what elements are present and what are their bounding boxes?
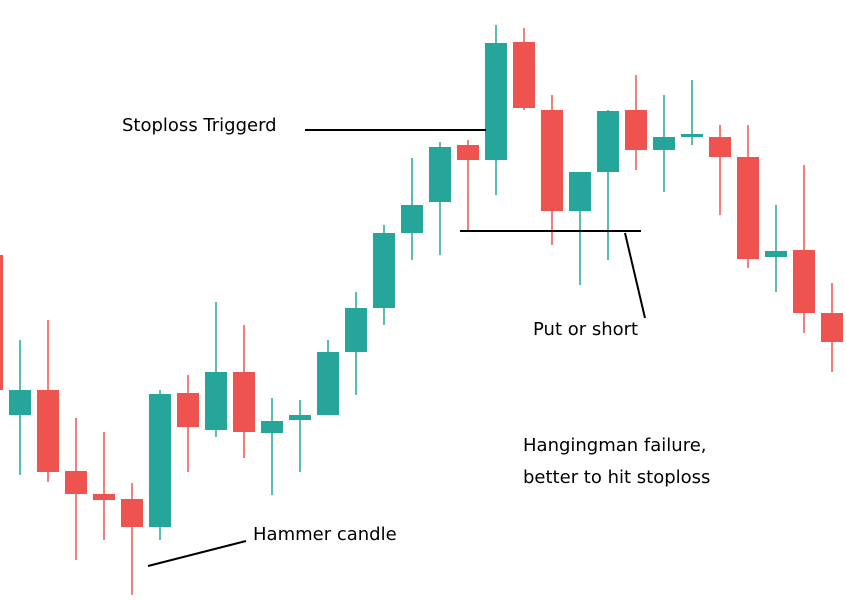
candle-body [205,372,227,430]
candle-body [149,394,171,527]
annotation: Put or short [533,319,638,340]
candle-body [0,255,3,390]
candle-body [513,42,535,108]
annotation: Hammer candle [253,524,397,545]
candle-body [625,110,647,150]
candle-body [345,308,367,352]
candle-body [485,43,507,160]
candle-body [597,111,619,172]
annotation: Hangingman failure, [523,435,707,456]
candle-body [821,313,843,342]
candle-body [233,372,255,432]
candle-body [681,134,703,137]
candle-body [737,157,759,259]
candle-body [9,390,31,415]
candle-body [401,205,423,233]
candle-body [177,393,199,427]
candle-body [793,250,815,313]
annotation-line [147,540,247,567]
candle-body [541,110,563,211]
candle-body [261,421,283,433]
candle-body [373,233,395,308]
candle-body [93,494,115,500]
candle-body [457,145,479,160]
candle-body [65,471,87,494]
annotation-line [624,232,646,319]
candles [0,25,843,595]
candle-body [121,499,143,527]
candle-body [37,390,59,472]
candle-body [765,251,787,257]
annotation: Stoploss Triggerd [122,115,277,136]
candle-body [317,352,339,415]
candle-body [569,172,591,211]
annotation: better to hit stoploss [523,467,710,488]
candle-body [289,415,311,420]
candle-body [653,137,675,150]
candle-body [709,137,731,157]
candle-body [429,147,451,202]
